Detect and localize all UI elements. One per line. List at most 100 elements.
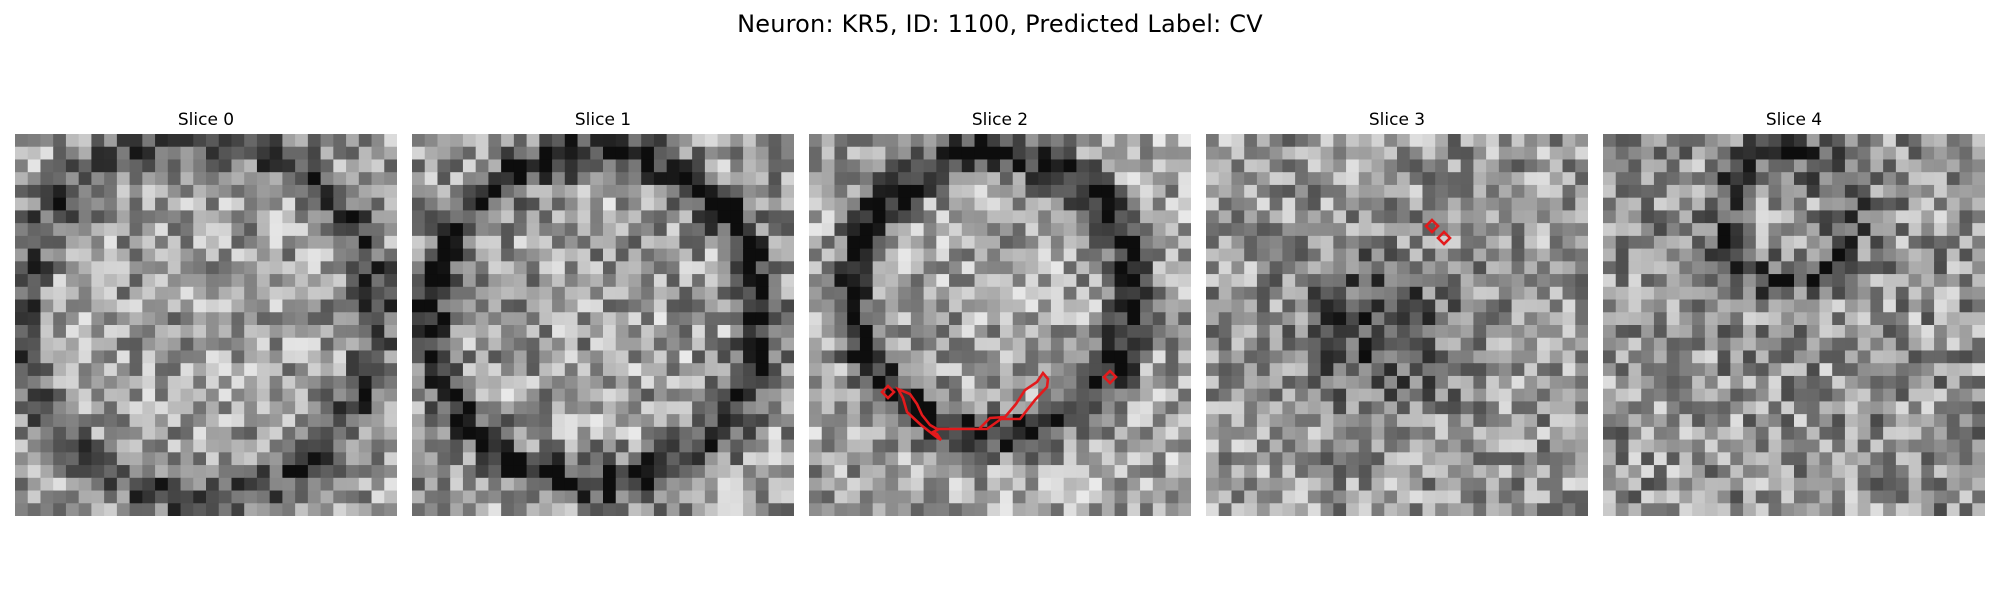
pixel bbox=[1295, 274, 1309, 288]
pixel bbox=[371, 503, 385, 516]
pixel bbox=[1781, 388, 1795, 402]
pixel bbox=[78, 261, 92, 275]
pixel bbox=[1794, 388, 1808, 402]
pixel bbox=[371, 477, 385, 492]
pixel bbox=[704, 235, 719, 250]
pixel bbox=[1768, 312, 1782, 326]
pixel bbox=[679, 503, 693, 516]
pixel bbox=[1615, 465, 1630, 479]
pixel bbox=[552, 350, 566, 364]
pixel bbox=[1819, 337, 1833, 352]
pixel bbox=[1447, 375, 1462, 390]
pixel bbox=[1025, 477, 1039, 492]
pixel bbox=[923, 210, 937, 224]
pixel bbox=[615, 350, 630, 364]
pixel bbox=[1371, 414, 1385, 428]
pixel bbox=[1666, 490, 1680, 504]
pixel bbox=[628, 286, 642, 301]
pixel bbox=[501, 235, 515, 250]
pixel bbox=[653, 439, 668, 453]
pixel bbox=[307, 337, 322, 352]
pixel bbox=[936, 210, 950, 224]
pixel bbox=[1307, 210, 1322, 224]
pixel bbox=[1178, 375, 1191, 390]
pixel bbox=[40, 184, 54, 199]
pixel bbox=[1895, 134, 1910, 148]
pixel bbox=[743, 261, 757, 275]
pixel bbox=[1870, 375, 1884, 390]
pixel bbox=[1178, 261, 1191, 275]
pixel bbox=[1832, 159, 1846, 173]
pixel bbox=[346, 223, 360, 237]
pixel bbox=[104, 210, 118, 224]
pixel bbox=[936, 223, 950, 237]
pixel bbox=[1295, 286, 1309, 301]
pixel bbox=[1755, 184, 1770, 199]
pixel bbox=[1819, 490, 1833, 504]
pixel bbox=[412, 248, 426, 262]
pixel bbox=[104, 401, 118, 415]
pixel bbox=[1384, 350, 1398, 364]
pixel bbox=[1473, 134, 1487, 148]
pixel bbox=[1076, 414, 1090, 428]
pixel bbox=[1717, 439, 1731, 453]
pixel bbox=[1218, 490, 1233, 504]
pixel bbox=[1730, 439, 1744, 453]
pixel bbox=[1883, 363, 1897, 377]
pixel bbox=[1127, 325, 1141, 339]
pixel bbox=[193, 184, 207, 199]
pixel bbox=[412, 184, 426, 199]
pixel bbox=[1666, 134, 1680, 148]
pixel bbox=[256, 401, 271, 415]
pixel bbox=[1743, 465, 1757, 479]
pixel bbox=[1165, 248, 1179, 262]
pixel bbox=[1346, 375, 1360, 390]
pixel bbox=[167, 439, 182, 453]
pixel bbox=[475, 503, 489, 516]
pixel bbox=[526, 248, 540, 262]
pixel bbox=[1050, 503, 1065, 516]
pixel bbox=[1743, 503, 1757, 516]
pixel bbox=[104, 261, 118, 275]
pixel bbox=[1562, 465, 1576, 479]
pixel bbox=[1025, 197, 1039, 211]
pixel bbox=[1679, 503, 1693, 516]
pixel bbox=[475, 248, 489, 262]
pixel bbox=[949, 490, 963, 504]
pixel bbox=[1127, 337, 1141, 352]
pixel bbox=[1371, 439, 1385, 453]
pixel bbox=[1127, 414, 1141, 428]
pixel bbox=[1498, 312, 1513, 326]
pixel bbox=[1832, 490, 1846, 504]
pixel bbox=[53, 477, 67, 492]
pixel bbox=[513, 184, 528, 199]
pixel bbox=[910, 134, 925, 148]
pixel bbox=[679, 146, 693, 161]
pixel bbox=[898, 414, 912, 428]
pixel bbox=[1743, 477, 1757, 492]
pixel bbox=[424, 210, 439, 224]
pixel bbox=[666, 414, 680, 428]
pixel bbox=[1473, 146, 1487, 161]
pixel bbox=[923, 439, 937, 453]
pixel bbox=[1679, 401, 1693, 415]
pixel bbox=[65, 312, 80, 326]
pixel bbox=[256, 299, 271, 313]
pixel bbox=[1384, 375, 1398, 390]
pixel bbox=[1435, 426, 1449, 441]
pixel bbox=[1972, 197, 1985, 211]
pixel bbox=[1371, 490, 1385, 504]
pixel bbox=[692, 426, 706, 441]
pixel bbox=[1038, 197, 1052, 211]
pixel bbox=[590, 325, 604, 339]
pixel bbox=[577, 325, 591, 339]
pixel bbox=[666, 350, 680, 364]
pixel bbox=[1895, 286, 1910, 301]
pixel bbox=[628, 146, 642, 161]
pixel bbox=[1025, 337, 1039, 352]
pixel bbox=[1946, 401, 1961, 415]
pixel bbox=[1409, 414, 1424, 428]
pixel bbox=[679, 350, 693, 364]
pixel bbox=[1295, 210, 1309, 224]
pixel bbox=[847, 477, 861, 492]
